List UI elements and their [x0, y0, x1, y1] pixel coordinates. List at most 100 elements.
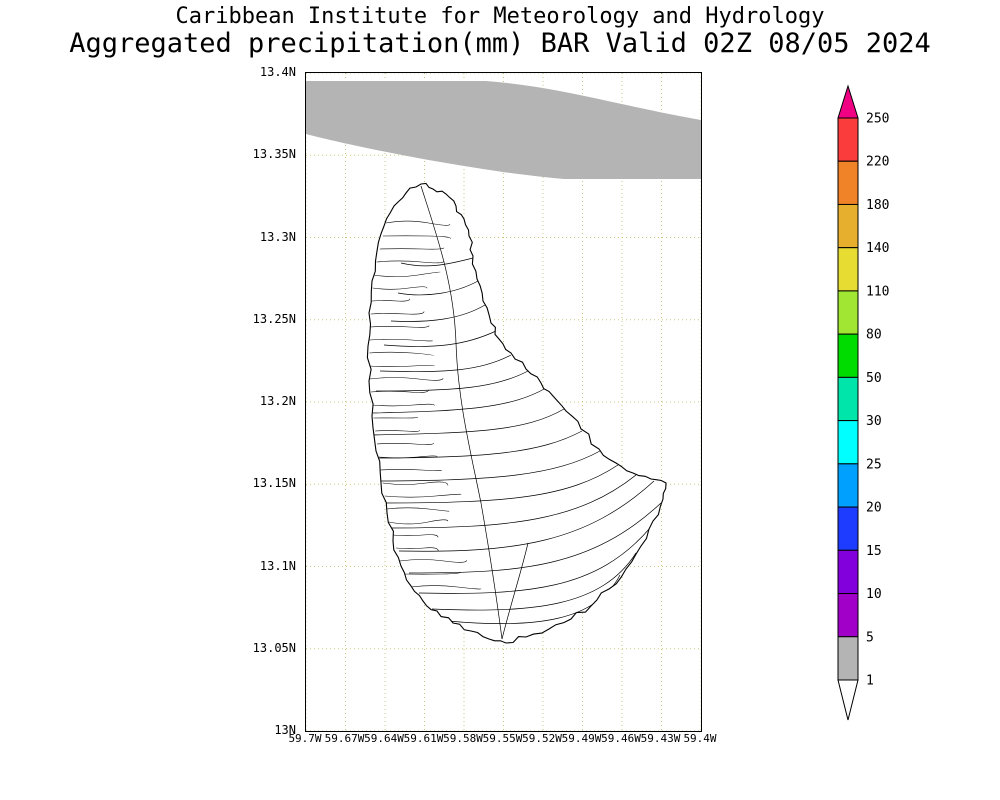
colorbar-segment-5-10: [837, 593, 859, 638]
gully-line: [369, 377, 444, 381]
lon-tick-label: 59.7W: [288, 732, 322, 745]
gully-line: [372, 403, 435, 407]
gully-line: [410, 585, 482, 590]
gully-line: [369, 325, 430, 328]
longitude-axis: 59.7W 59.67W 59.64W 59.61W 59.58W 59.55W 59.52…: [288, 732, 716, 752]
lat-tick-label: 13.1N: [259, 558, 296, 573]
colorbar-over-max-arrow: [837, 84, 859, 119]
colorbar-segment-80-110: [837, 290, 859, 335]
gully-line: [382, 235, 451, 239]
colorbar-scale-label: 1: [866, 674, 874, 689]
watershed-line: [390, 304, 486, 322]
colorbar-scale-label: 250: [866, 112, 889, 127]
watershed-line: [370, 408, 565, 436]
lat-tick-label: 13.05N: [252, 640, 296, 655]
lon-tick-label: 59.43W: [640, 732, 681, 745]
gully-line: [386, 507, 450, 512]
watershed-line: [375, 450, 601, 482]
lon-tick-label: 59.46W: [601, 732, 641, 745]
gully-line: [371, 298, 411, 302]
gully-line: [372, 286, 428, 290]
watershed-line: [400, 257, 474, 267]
colorbar-scale-label: 110: [866, 284, 889, 299]
colorbar-segment-15-20: [837, 506, 859, 551]
colorbar-scale-label: 30: [866, 414, 882, 429]
gully-line: [403, 571, 462, 575]
watershed-line: [418, 527, 651, 594]
watershed-line: [397, 280, 479, 296]
precip-shade-region-1-5mm: [306, 81, 701, 179]
colorbar-scale-label: 220: [866, 155, 889, 170]
watershed-line: [379, 354, 512, 372]
lat-tick-label: 13.35N: [252, 147, 296, 162]
gully-line: [369, 365, 435, 367]
gully-line: [370, 311, 425, 315]
lon-tick-label: 59.64W: [364, 732, 404, 745]
watershed-line: [408, 502, 662, 574]
lon-tick-label: 59.4W: [683, 732, 717, 745]
lat-tick-label: 13N: [274, 723, 296, 737]
watershed-line: [420, 185, 503, 640]
lon-tick-label: 59.52W: [522, 732, 562, 745]
colorbar-segment-50-80: [837, 333, 859, 378]
watershed-line: [372, 387, 547, 414]
colorbar-segment-220-250: [837, 117, 859, 162]
watershed-line: [501, 542, 529, 640]
lat-tick-label: 13.2N: [259, 394, 296, 408]
gully-line: [382, 481, 449, 486]
gully-line: [375, 430, 421, 432]
colorbar-scale-label: 5: [866, 630, 874, 645]
gully-line: [376, 442, 434, 445]
colorbar-segment-20-25: [837, 463, 859, 508]
gully-line: [385, 220, 451, 226]
colorbar-scale-label: 140: [866, 241, 889, 256]
gully-line: [384, 493, 462, 498]
gully-line: [378, 455, 438, 459]
colorbar-segment-25-30: [837, 420, 859, 465]
colorbar-scale-label: 15: [866, 544, 882, 559]
watershed-line: [375, 370, 529, 392]
lat-tick-label: 13.4N: [259, 65, 296, 79]
gully-line: [373, 271, 441, 278]
colorbar-segment-10-15: [837, 549, 859, 595]
colorbar-segment-1-5: [837, 636, 859, 681]
colorbar-segment-110-140: [837, 247, 859, 292]
watershed-line: [398, 480, 655, 552]
gully-line: [369, 351, 435, 357]
gully-line: [369, 338, 433, 342]
gully-line: [370, 389, 429, 393]
gully-line: [380, 469, 443, 471]
watershed-line: [389, 474, 637, 529]
gully-line: [376, 260, 444, 264]
watershed-line: [431, 552, 637, 611]
colorbar-segment-180-220: [837, 160, 859, 205]
lon-tick-label: 59.67W: [324, 732, 365, 745]
colorbar-segment-30-50: [837, 376, 859, 422]
colorbar-under-min-arrow: [837, 679, 859, 721]
figure-title: Caribbean Institute for Meteorology and …: [175, 4, 825, 29]
lon-tick-label: 59.61W: [403, 732, 444, 745]
colorbar-scale-label: 25: [866, 457, 882, 472]
colorbar-segment-140-180: [837, 203, 859, 249]
colorbar-scale-label: 10: [866, 587, 882, 602]
watershed-boundaries: [370, 185, 662, 640]
gully-line: [392, 534, 439, 538]
lon-tick-label: 59.49W: [561, 732, 602, 745]
colorbar-scale-label: 180: [866, 198, 889, 213]
gully-line: [399, 559, 467, 563]
gully-line: [373, 416, 419, 419]
precipitation-colorbar: 250 220 180 140 110 80 50 30 25 20 15 10 5 1: [837, 84, 889, 721]
gully-line: [395, 547, 439, 552]
colorbar-scale-label: 80: [866, 328, 882, 343]
lon-tick-label: 59.58W: [443, 732, 483, 745]
barbados-map: [306, 73, 701, 731]
lat-tick-label: 13.3N: [259, 229, 296, 244]
watershed-line: [383, 330, 497, 347]
island-coastline: [366, 182, 667, 644]
watershed-line: [381, 464, 619, 504]
gully-line: [388, 519, 449, 525]
figure-subtitle: Aggregated precipitation(mm) BAR Valid 0…: [69, 28, 931, 59]
lon-tick-label: 59.55W: [482, 732, 523, 745]
lat-tick-label: 13.15N: [252, 476, 296, 491]
